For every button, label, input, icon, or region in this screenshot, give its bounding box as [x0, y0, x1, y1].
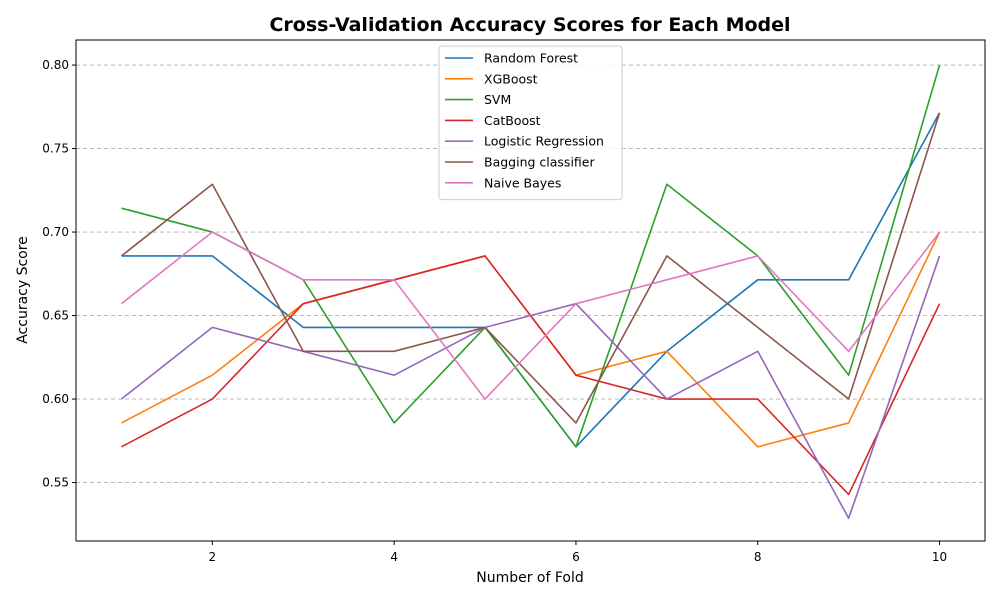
y-tick-label: 0.70 [42, 225, 69, 239]
legend-label: XGBoost [484, 71, 538, 86]
y-axis-ticks: 0.55 0.60 0.65 0.70 0.75 0.80 [42, 58, 76, 490]
plot-frame [75, 39, 986, 542]
x-tick-label: 4 [390, 550, 398, 564]
series-line-naive-bayes [120, 231, 941, 400]
x-tick-label: 2 [209, 550, 217, 564]
series-lines [120, 64, 941, 520]
legend-label: Random Forest [484, 51, 578, 66]
legend: Random Forest XGBoost SVM CatBoost Logistic … [438, 45, 623, 201]
legend-label: Logistic Regression [484, 134, 604, 149]
legend-label: SVM [484, 92, 511, 107]
x-tick-label: 6 [572, 550, 580, 564]
series-line-logistic-regression [120, 255, 941, 520]
x-tick-label: 10 [932, 550, 947, 564]
y-axis-label: Accuracy Score [15, 236, 31, 344]
legend-label: Bagging classifier [484, 155, 595, 170]
y-tick-label: 0.55 [42, 476, 69, 490]
legend-label: Naive Bayes [484, 175, 561, 190]
y-tick-label: 0.60 [42, 392, 69, 406]
x-axis-ticks: 2 4 6 8 10 [209, 541, 947, 564]
y-tick-label: 0.80 [42, 58, 69, 72]
series-line-bagging-classifier [120, 112, 941, 424]
y-tick-label: 0.65 [42, 309, 69, 323]
chart-title: Cross-Validation Accuracy Scores for Eac… [269, 14, 790, 36]
series-line-xgboost [121, 231, 941, 448]
y-tick-label: 0.75 [42, 142, 69, 156]
legend-box [438, 45, 623, 201]
grid-lines [76, 64, 985, 483]
x-axis-label: Number of Fold [476, 570, 584, 586]
x-tick-label: 8 [754, 550, 762, 564]
legend-label: CatBoost [484, 113, 541, 128]
